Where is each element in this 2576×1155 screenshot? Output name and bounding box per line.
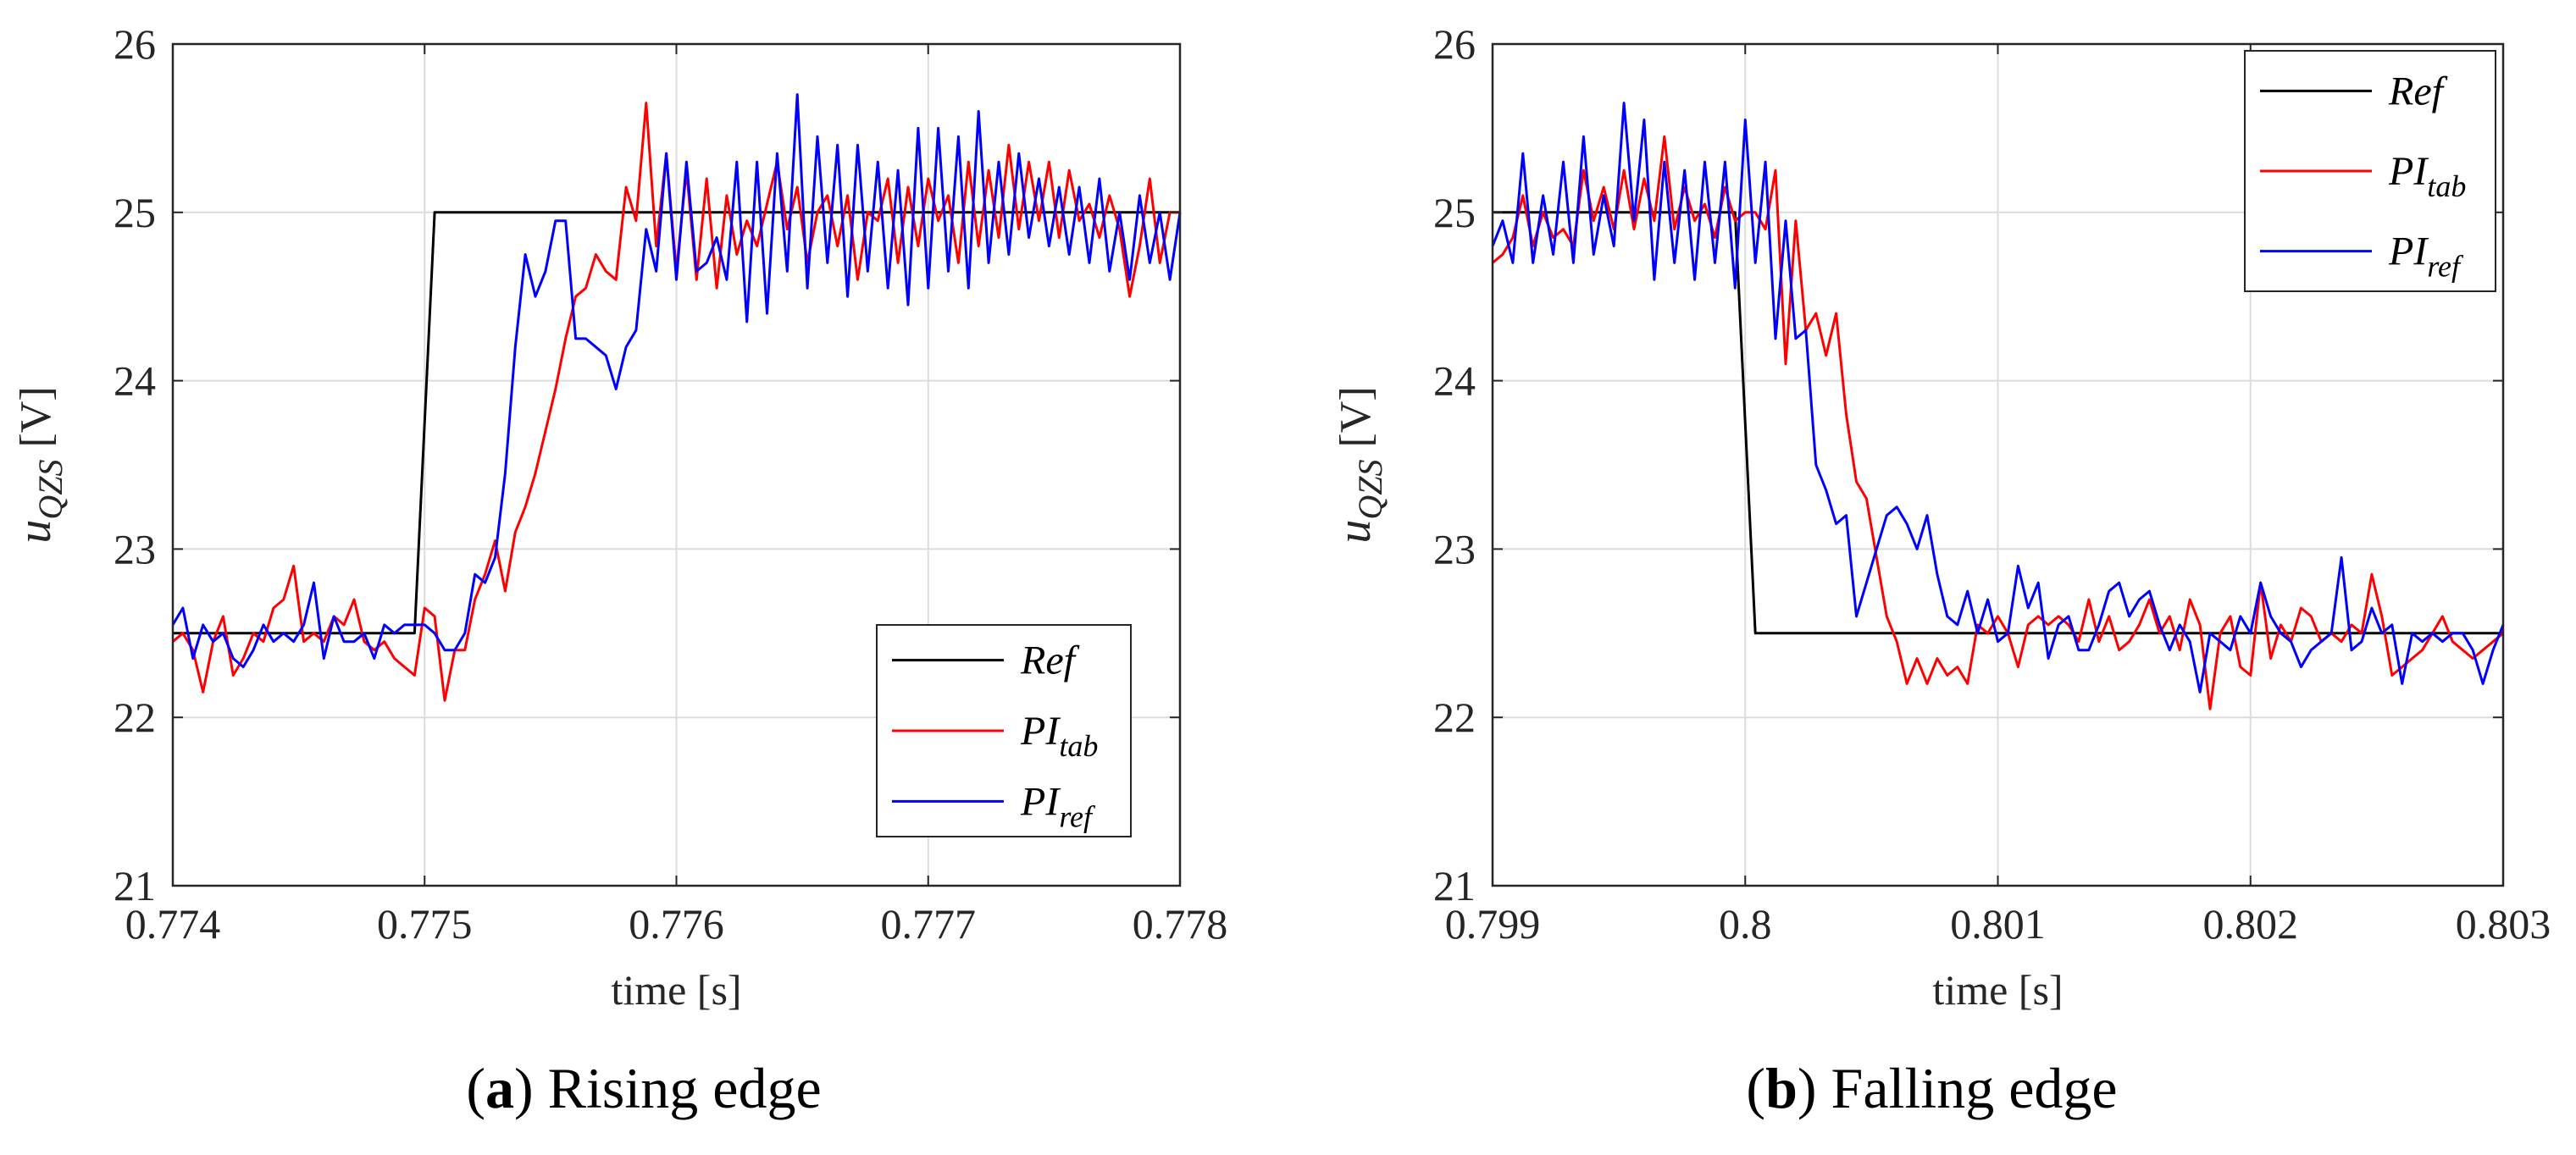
- chart-a-ytick-label-0: 21: [114, 862, 156, 909]
- chart-a-legend-label-0: Ref: [1020, 638, 1080, 683]
- panel-b: 0.799 0.8 0.801 0.802 0.803 21 22 23 24 25 26 time …: [1288, 0, 2576, 1155]
- chart-a-legend-label-main-2: PI: [1020, 779, 1061, 824]
- chart-b-xlabel: time [s]: [1932, 966, 2063, 1014]
- chart-b-xtick-label-4: 0.803: [2456, 900, 2551, 948]
- chart-b-series-pi-tab: [1492, 135, 2504, 710]
- caption-b-text: Falling edge: [1831, 1056, 2118, 1120]
- chart-a-ylabel: uQZS [V]: [8, 386, 69, 543]
- chart-b-series-pi-ref: [1491, 102, 2505, 694]
- chart-a-legend-label-2: PIref: [1020, 779, 1096, 833]
- chart-a-ytick-label-5: 26: [114, 20, 156, 68]
- chart-a-legend-label-sub-2: ref: [1059, 799, 1096, 833]
- chart-a-xtick-label-1: 0.775: [377, 900, 473, 948]
- chart-a: 0.774 0.775 0.776 0.777 0.778 21 22 23 24 25 26 tim…: [8, 20, 1228, 1014]
- chart-a-legend-label-1: PItab: [1020, 709, 1098, 763]
- caption-b-letter: b: [1765, 1056, 1798, 1120]
- chart-b-legend-label-sub-2: ref: [2427, 250, 2464, 284]
- chart-b-ylabel-sub: QZS: [1351, 460, 1389, 520]
- chart-a-xtick-label-0: 0.774: [125, 900, 221, 948]
- chart-b-legend-label-1: PItab: [2388, 149, 2466, 203]
- chart-a-xtick-label-2: 0.776: [629, 900, 724, 948]
- chart-b-ytick-label-5: 26: [1433, 20, 1476, 68]
- chart-a-legend-label-main-0: Ref: [1020, 638, 1080, 683]
- caption-b: (b) Falling edge: [1746, 1056, 2118, 1120]
- chart-b-xtick-label-3: 0.802: [2203, 900, 2299, 948]
- chart-a-xlabel: time [s]: [611, 966, 741, 1014]
- chart-a-ytick-label-4: 25: [114, 189, 156, 236]
- panel-a: 0.774 0.775 0.776 0.777 0.778 21 22 23 24 25 26 tim…: [8, 20, 1228, 1120]
- chart-a-xtick-label-3: 0.777: [881, 900, 977, 948]
- chart-b-ytick-label-2: 23: [1433, 525, 1476, 572]
- chart-a-ylabel-unit: [V]: [12, 386, 60, 447]
- chart-b-xtick-label-1: 0.8: [1719, 900, 1772, 948]
- chart-b-legend-label-sub-1: tab: [2427, 169, 2466, 203]
- chart-a-series-ref: [173, 211, 1180, 635]
- chart-b-ylabel-main: u: [1328, 520, 1381, 544]
- chart-b-legend-label-0: Ref: [2388, 69, 2448, 113]
- chart-b-series-ref: [1493, 211, 2503, 635]
- caption-a: (a) Rising edge: [466, 1056, 822, 1120]
- chart-b-xtick-label-2: 0.801: [1950, 900, 2046, 948]
- chart-b: 0.799 0.8 0.801 0.802 0.803 21 22 23 24 25 26 time …: [1328, 20, 2551, 1014]
- chart-b-legend-label-main-1: PI: [2388, 149, 2429, 194]
- chart-a-ylabel-sub: QZS: [31, 460, 69, 520]
- chart-b-ytick-label-4: 25: [1433, 189, 1476, 236]
- chart-a-series-pi-ref: [171, 93, 1182, 669]
- chart-a-ylabel-main: u: [8, 520, 61, 544]
- chart-a-legend-label-sub-1: tab: [1059, 729, 1098, 763]
- chart-b-ylabel-unit: [V]: [1332, 386, 1380, 447]
- chart-b-xtick-label-0: 0.799: [1445, 900, 1541, 948]
- caption-a-text: Rising edge: [547, 1056, 822, 1120]
- chart-b-ytick-label-3: 24: [1433, 357, 1476, 405]
- chart-b-legend-label-main-0: Ref: [2388, 69, 2448, 113]
- chart-a-ytick-label-3: 24: [114, 357, 156, 405]
- chart-a-legend-label-main-1: PI: [1020, 709, 1061, 754]
- chart-a-xtick-label-4: 0.778: [1133, 900, 1228, 948]
- caption-a-letter: a: [485, 1056, 515, 1120]
- chart-b-ylabel: uQZS [V]: [1328, 386, 1389, 543]
- chart-b-ytick-label-1: 22: [1433, 694, 1476, 741]
- chart-b-legend-label-main-2: PI: [2388, 229, 2429, 274]
- chart-b-ytick-label-0: 21: [1433, 862, 1476, 909]
- chart-a-ytick-label-2: 23: [114, 525, 156, 572]
- chart-a-ytick-label-1: 22: [114, 694, 156, 741]
- chart-b-legend-label-2: PIref: [2388, 229, 2464, 284]
